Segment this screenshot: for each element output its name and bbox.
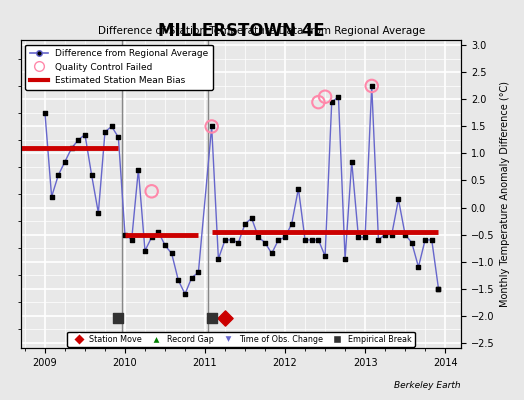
Point — [147, 234, 156, 240]
Point — [221, 315, 229, 322]
Point — [314, 237, 323, 243]
Point — [54, 172, 62, 178]
Point — [41, 110, 49, 116]
Point — [188, 274, 196, 281]
Point — [308, 237, 316, 243]
Point — [347, 158, 356, 165]
Point — [94, 210, 103, 216]
Point — [328, 99, 336, 105]
Title: MILLERSTOWN 4E: MILLERSTOWN 4E — [158, 22, 324, 40]
Point — [421, 237, 429, 243]
Point — [434, 285, 443, 292]
Point — [134, 166, 143, 173]
Point — [74, 137, 83, 143]
Point — [234, 240, 243, 246]
Point — [47, 194, 56, 200]
Point — [208, 123, 216, 130]
Point — [414, 264, 423, 270]
Y-axis label: Monthly Temperature Anomaly Difference (°C): Monthly Temperature Anomaly Difference (… — [500, 81, 510, 307]
Point — [114, 315, 123, 322]
Text: Difference of Station Temperature Data from Regional Average: Difference of Station Temperature Data f… — [99, 26, 425, 36]
Point — [221, 237, 229, 243]
Point — [388, 231, 396, 238]
Point — [227, 237, 236, 243]
Point — [354, 234, 363, 240]
Point — [107, 123, 116, 130]
Point — [61, 158, 69, 165]
Point — [281, 234, 289, 240]
Point — [288, 220, 296, 227]
Point — [154, 229, 162, 235]
Legend: Station Move, Record Gap, Time of Obs. Change, Empirical Break: Station Move, Record Gap, Time of Obs. C… — [68, 332, 414, 347]
Point — [367, 83, 376, 89]
Point — [168, 250, 176, 257]
Point — [254, 234, 263, 240]
Point — [68, 145, 76, 151]
Point — [194, 269, 203, 276]
Point — [101, 129, 109, 135]
Point — [174, 277, 182, 284]
Point — [127, 237, 136, 243]
Point — [247, 215, 256, 222]
Point — [88, 172, 96, 178]
Text: Berkeley Earth: Berkeley Earth — [395, 381, 461, 390]
Point — [141, 248, 149, 254]
Point — [208, 315, 216, 322]
Point — [381, 231, 389, 238]
Point — [321, 94, 329, 100]
Point — [334, 94, 343, 100]
Point — [361, 234, 369, 240]
Point — [434, 285, 443, 292]
Point — [161, 242, 169, 248]
Point — [301, 237, 309, 243]
Point — [321, 253, 329, 259]
Point — [81, 131, 89, 138]
Point — [208, 123, 216, 130]
Point — [114, 134, 123, 140]
Point — [261, 240, 269, 246]
Point — [408, 240, 416, 246]
Point — [181, 291, 189, 297]
Point — [341, 256, 350, 262]
Point — [214, 256, 223, 262]
Point — [394, 196, 402, 203]
Point — [294, 185, 303, 192]
Point — [274, 237, 282, 243]
Point — [147, 188, 156, 194]
Point — [267, 250, 276, 257]
Point — [367, 83, 376, 89]
Point — [314, 99, 323, 105]
Point — [401, 231, 409, 238]
Point — [241, 220, 249, 227]
Point — [428, 237, 436, 243]
Point — [121, 231, 129, 238]
Point — [374, 237, 383, 243]
